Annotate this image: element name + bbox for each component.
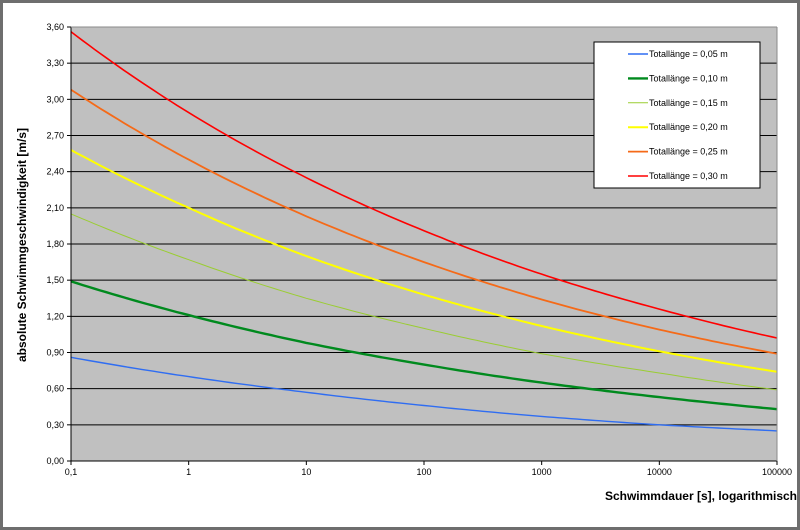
x-tick-label: 100000: [762, 467, 792, 477]
series-line: [70, 31, 778, 339]
legend-label: Totallänge = 0,20 m: [649, 122, 728, 132]
y-tick-label: 3,00: [46, 94, 64, 104]
axes: [67, 26, 778, 465]
legend-label: Totallänge = 0,10 m: [649, 73, 728, 83]
y-tick-label: 0,00: [46, 456, 64, 466]
y-tick-label: 1,20: [46, 311, 64, 321]
x-axis-label: Schwimmdauer [s], logarithmisch: [605, 489, 797, 503]
y-tick-label: 3,30: [46, 58, 64, 68]
y-tick-label: 2,70: [46, 131, 64, 141]
legend-label: Totallänge = 0,30 m: [649, 171, 728, 181]
x-tick-label: 1000: [532, 467, 552, 477]
y-tick-label: 0,90: [46, 348, 64, 358]
y-tick-labels: 0,00 0,30 0,60 0,90 1,20 1,50 1,80 2,10 2,40 2,70…: [46, 22, 64, 466]
y-tick-label: 1,80: [46, 239, 64, 249]
y-tick-label: 2,40: [46, 167, 64, 177]
series-lines: [70, 31, 778, 432]
x-tick-label: 1: [186, 467, 191, 477]
legend-label: Totallänge = 0,15 m: [649, 98, 728, 108]
legend-box: [593, 41, 761, 189]
legend-label: Totallänge = 0,25 m: [649, 147, 728, 157]
x-tick-labels: 0,1 1 10 100 1000 10000 100000: [65, 467, 792, 477]
series-line: [70, 149, 778, 373]
series-line: [70, 280, 778, 411]
y-tick-label: 1,50: [46, 275, 64, 285]
x-tick-label: 10000: [647, 467, 672, 477]
y-tick-label: 0,30: [46, 420, 64, 430]
series-line: [70, 88, 778, 355]
y-tick-label: 0,60: [46, 384, 64, 394]
series-line: [70, 213, 778, 391]
legend: Totallänge = 0,05 m Totallänge = 0,10 m To…: [593, 41, 761, 189]
y-tick-label: 2,10: [46, 203, 64, 213]
legend-label: Totallänge = 0,05 m: [649, 49, 728, 59]
x-tick-label: 100: [416, 467, 431, 477]
x-tick-label: 10: [301, 467, 311, 477]
y-tick-label: 3,60: [46, 22, 64, 32]
y-axis-label: absolute Schwimmgeschwindigkeit [m/s]: [15, 128, 29, 362]
series-line: [70, 356, 778, 432]
x-tick-label: 0,1: [65, 467, 78, 477]
